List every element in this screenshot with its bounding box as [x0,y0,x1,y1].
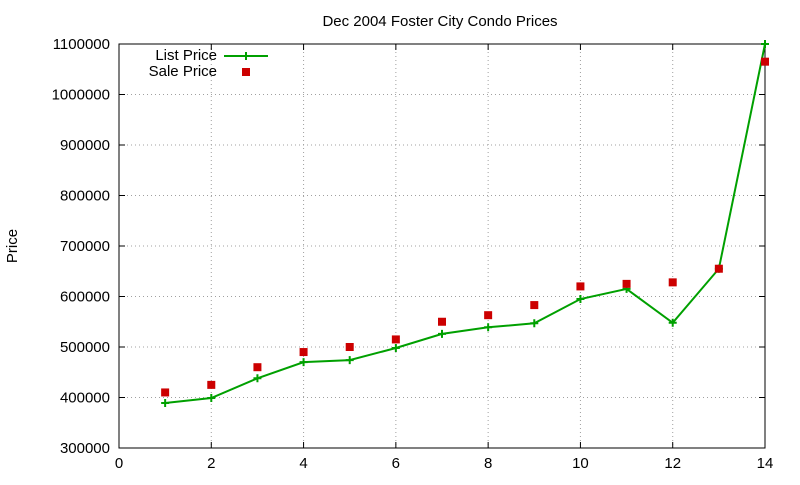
list-price-point [576,295,585,304]
chart-title: Dec 2004 Foster City Condo Prices [322,13,557,30]
y-tick-label: 900000 [60,137,110,154]
y-axis-label: Price [4,229,21,263]
x-tick-label: 6 [392,455,400,472]
sale-price-point [438,317,446,326]
series-layer [161,40,769,408]
list-price-point [530,319,539,328]
y-tick-label: 300000 [60,440,110,457]
y-tick-label: 600000 [60,289,110,306]
legend-marker-list-price [242,52,250,60]
list-price-point [761,40,769,48]
grid-lines [119,44,765,448]
legend-marker-sale-price [242,68,250,76]
legend-label-list-price: List Price [155,47,217,64]
x-tick-label: 4 [299,455,307,472]
x-tick-label: 2 [207,455,215,472]
x-tick-label: 12 [664,455,681,472]
y-tick-label: 400000 [60,390,110,407]
sale-price-point [484,311,493,320]
sale-price-point [391,335,400,344]
sale-price-point [253,363,262,372]
list-price-point [253,374,262,383]
list-price-point [299,358,308,367]
sale-price-point [761,57,769,66]
list-price-point [668,318,677,327]
x-tick-label: 14 [757,455,774,472]
x-tick-label: 10 [572,455,589,472]
sale-price-point [161,388,170,397]
list-price-point [391,344,400,353]
axis-ticks: 0 2 4 6 8 10 12 14 300000 400000 500000 600000 70000… [52,36,774,472]
list-price-point [161,399,170,408]
series-line-list-price [165,43,766,405]
x-tick-label: 8 [484,455,492,472]
sale-price-point [530,301,539,310]
y-tick-label: 700000 [60,238,110,255]
y-tick-label: 1100000 [53,36,110,53]
list-price-point [345,356,354,365]
list-price-point [438,329,446,338]
list-price-point [207,394,216,403]
list-price-point [484,323,493,332]
x-tick-label: 0 [115,455,123,472]
y-tick-label: 800000 [60,188,110,205]
sale-price-point [207,380,216,389]
sale-price-point [668,278,677,287]
sale-price-point [576,282,585,291]
sale-price-point [345,343,354,351]
legend: List Price Sale Price [149,47,268,80]
sale-price-point [714,264,723,273]
y-tick-label: 500000 [60,339,110,356]
y-tick-label: 1000000 [52,87,110,104]
sale-price-point [299,348,308,357]
legend-label-sale-price: Sale Price [149,63,217,80]
sale-price-point [622,279,631,288]
